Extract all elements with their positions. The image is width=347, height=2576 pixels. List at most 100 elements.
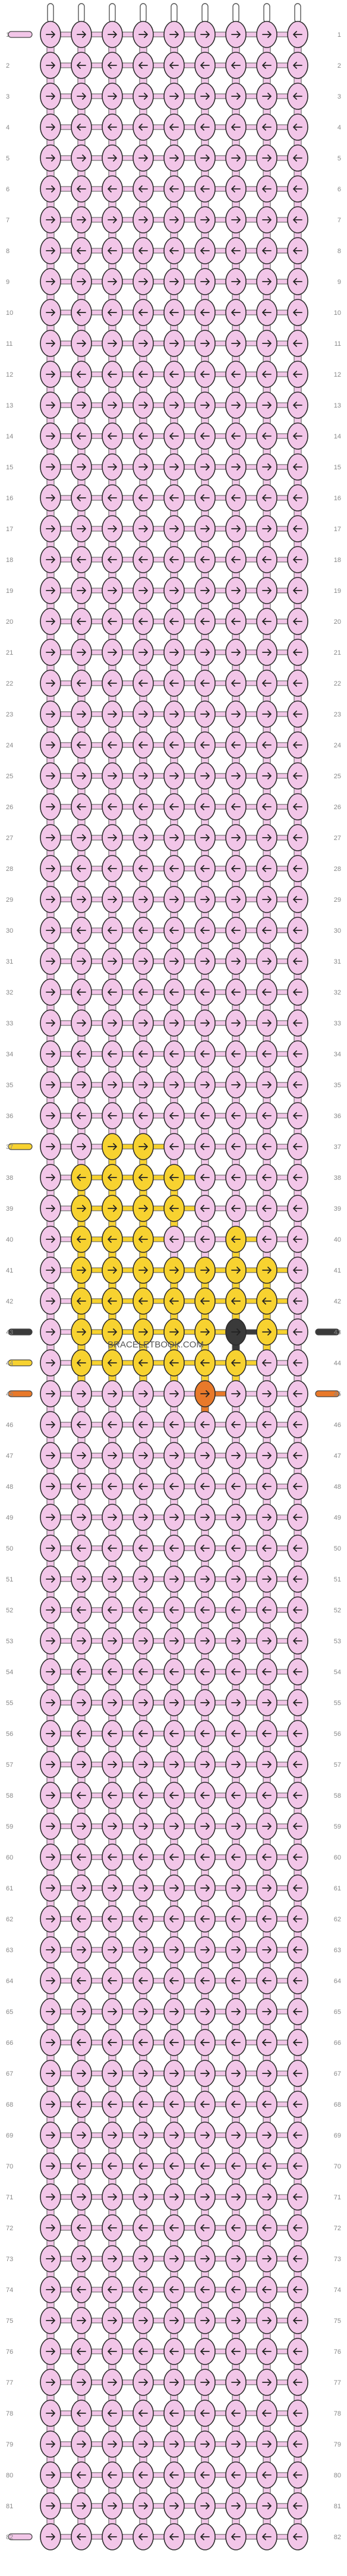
knot <box>256 1287 277 1315</box>
arrow-left-icon <box>262 2471 272 2479</box>
arrow-left-icon <box>293 1328 302 1336</box>
knots <box>40 21 308 2550</box>
arrow-left-icon <box>262 494 272 501</box>
arrow-left-icon <box>231 1792 241 1799</box>
arrow-right-icon <box>108 1637 117 1644</box>
knot <box>287 1473 308 1500</box>
arrow-right-icon <box>46 185 55 192</box>
arrow-right-icon <box>138 772 148 779</box>
knot <box>194 237 216 264</box>
arrow-left-icon <box>262 1606 272 1614</box>
row-number-right: 73 <box>334 2256 341 2263</box>
knot <box>225 1226 247 1253</box>
arrow-right-icon <box>46 649 55 656</box>
knot <box>163 453 185 481</box>
arrow-right-icon <box>138 1823 148 1830</box>
knot <box>163 237 185 264</box>
arrow-left-icon <box>200 2471 210 2479</box>
knot <box>40 762 61 790</box>
knot <box>256 2492 277 2520</box>
row-number-left: 74 <box>6 2287 13 2294</box>
knot <box>194 1967 216 1994</box>
knot <box>71 2338 92 2365</box>
knot <box>225 1782 247 1809</box>
arrow-left-icon <box>231 1915 241 1922</box>
arrow-left-icon <box>77 1050 86 1057</box>
row-number-right: 16 <box>334 495 341 502</box>
knot <box>71 268 92 295</box>
knot <box>287 2276 308 2303</box>
arrow-left-icon <box>108 1421 117 1428</box>
arrow-right-icon <box>262 649 272 656</box>
arrow-left-icon <box>293 2132 302 2139</box>
arrow-left-icon <box>138 1792 148 1799</box>
knot <box>287 21 308 48</box>
arrow-left-icon <box>138 2533 148 2540</box>
knot <box>225 1689 247 1716</box>
row-number-right: 17 <box>334 526 341 533</box>
arrow-left-icon <box>231 1359 241 1366</box>
knot <box>194 2461 216 2489</box>
row-number-left: 5 <box>6 155 10 162</box>
row-number-left: 32 <box>6 989 13 996</box>
knot <box>163 1164 185 1191</box>
arrow-right-icon <box>231 525 241 532</box>
arrow-left-icon <box>293 494 302 501</box>
arrow-left-icon <box>293 185 302 192</box>
arrow-left-icon <box>169 1668 179 1675</box>
arrow-left-icon <box>262 124 272 131</box>
knot <box>163 2183 185 2211</box>
knot <box>71 824 92 851</box>
row-number-right: 79 <box>334 2441 341 2448</box>
arrow-left-icon <box>231 1298 241 1305</box>
row-number-left: 53 <box>6 1638 13 1645</box>
knot <box>71 1565 92 1593</box>
knot <box>225 546 247 573</box>
knot <box>71 1874 92 1902</box>
knot <box>194 206 216 233</box>
knot <box>287 515 308 542</box>
arrow-left-icon <box>169 1854 179 1861</box>
arrow-right-icon <box>46 1823 55 1830</box>
row-number-left: 27 <box>6 835 13 842</box>
arrow-left-icon <box>262 62 272 69</box>
arrow-left-icon <box>262 1668 272 1675</box>
knot <box>102 2091 123 2118</box>
knot <box>163 1411 185 1438</box>
arrow-right-icon <box>262 1761 272 1768</box>
arrow-left-icon <box>293 2471 302 2479</box>
knot <box>287 700 308 728</box>
arrow-left-icon <box>231 1143 241 1150</box>
knot <box>194 917 216 944</box>
arrow-left-icon <box>262 2101 272 2108</box>
row-number-left: 70 <box>6 2163 13 2170</box>
arrow-left-icon <box>231 989 241 996</box>
knot <box>40 330 61 357</box>
arrow-left-icon <box>138 2224 148 2231</box>
knot <box>163 1473 185 1500</box>
knot <box>40 1411 61 1438</box>
arrow-right-icon <box>200 2441 210 2448</box>
knot <box>163 639 185 666</box>
knot <box>225 948 247 975</box>
arrow-left-icon <box>200 1730 210 1737</box>
row-number-right: 68 <box>334 2101 341 2108</box>
knot <box>71 144 92 172</box>
arrow-left-icon <box>108 1915 117 1922</box>
knot <box>194 2029 216 2056</box>
arrow-left-icon <box>108 1298 117 1305</box>
arrow-left-icon <box>231 371 241 378</box>
arrow-right-icon <box>200 1452 210 1459</box>
knot <box>40 144 61 172</box>
knot <box>40 484 61 512</box>
arrow-right-icon <box>77 1452 86 1459</box>
row-number-right: 69 <box>334 2132 341 2139</box>
knot <box>102 1318 123 1346</box>
knot <box>133 1535 154 1562</box>
knot <box>287 1936 308 1963</box>
arrow-right-icon <box>262 1267 272 1274</box>
arrow-left-icon <box>108 865 117 872</box>
knot <box>102 52 123 79</box>
knot <box>163 1442 185 1469</box>
knot <box>133 21 154 48</box>
